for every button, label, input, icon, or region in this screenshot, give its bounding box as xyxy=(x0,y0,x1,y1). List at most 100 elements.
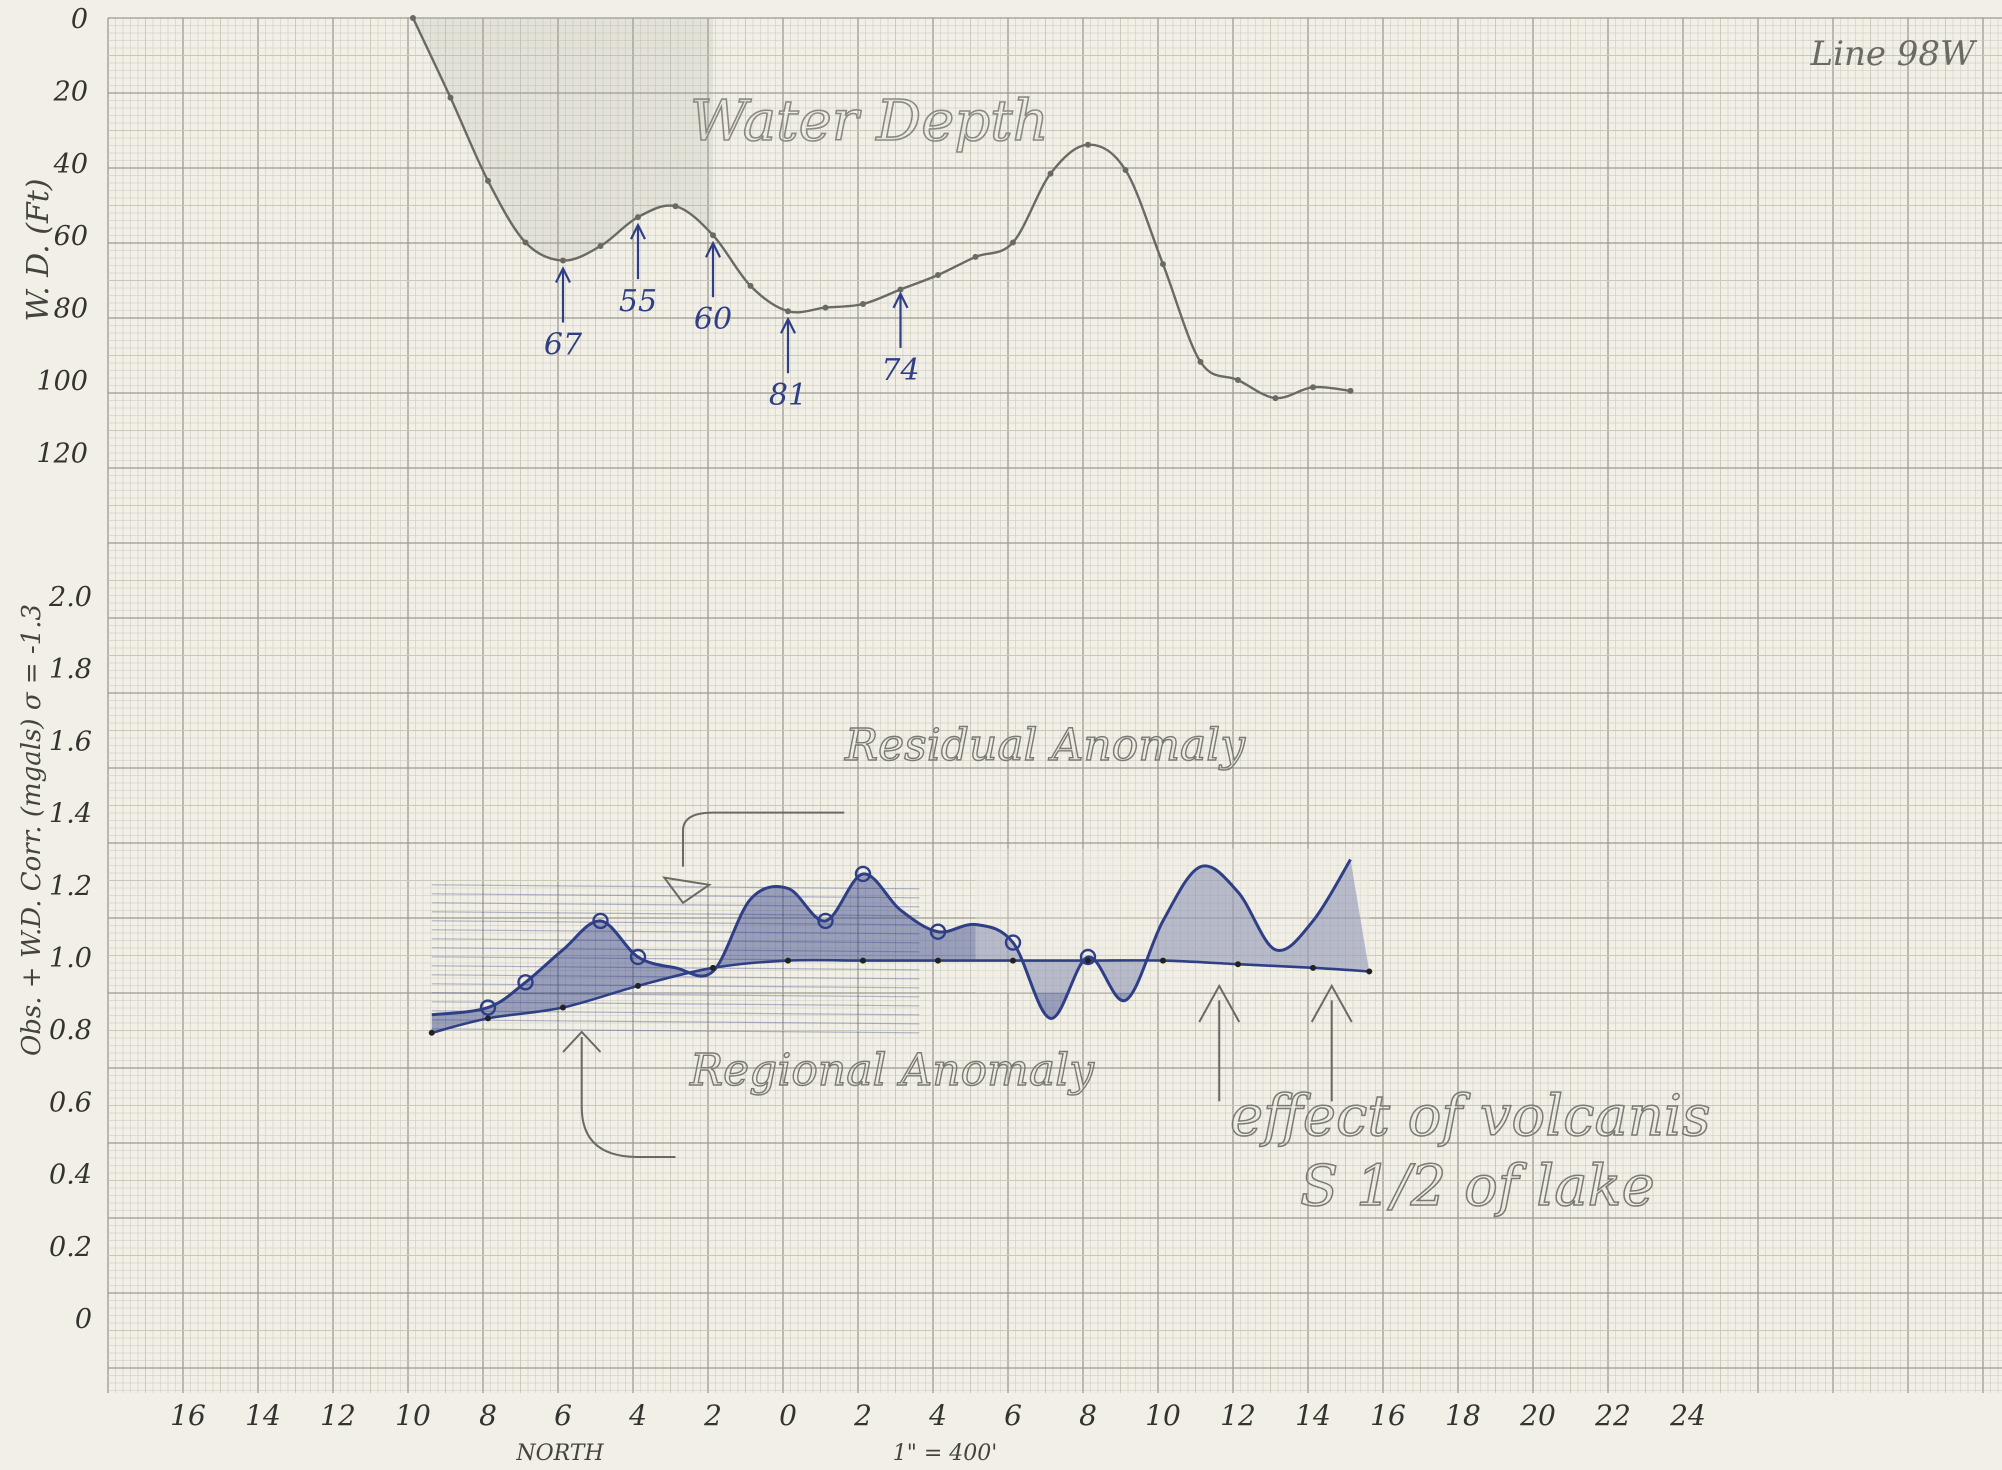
residual-station-point xyxy=(517,974,534,991)
volcanics-pointer-head xyxy=(1198,983,1241,1023)
gravity-ytick-label: 0 xyxy=(75,1304,92,1335)
water-depth-point xyxy=(935,272,941,279)
hatch-line xyxy=(431,1028,920,1034)
graph-paper-grid xyxy=(107,17,2002,1393)
regional-point xyxy=(560,1004,566,1011)
x-tick-label: 16 xyxy=(1370,1399,1406,1432)
wd-axis-label: W. D. (Ft) xyxy=(21,179,56,322)
regional-point xyxy=(710,964,716,971)
residual-station-point xyxy=(817,912,834,930)
x-tick-label: 8 xyxy=(479,1399,497,1432)
residual-station-point xyxy=(592,912,609,930)
depth-value-label: 60 xyxy=(694,302,732,337)
x-tick-label: 24 xyxy=(1669,1399,1706,1432)
north-label: NORTH xyxy=(515,1441,604,1466)
hatch-line xyxy=(431,1019,920,1025)
x-tick-label: 6 xyxy=(554,1399,572,1432)
water-depth-point xyxy=(635,214,641,221)
sheet-label: Line 98W xyxy=(1810,34,1979,74)
hatch-line xyxy=(431,893,920,899)
residual-pointer xyxy=(682,811,845,867)
regional-point xyxy=(428,1029,435,1036)
residual-station-point xyxy=(479,999,497,1016)
regional-anomaly-label: Regional Anomaly xyxy=(689,1045,1095,1096)
water-depth-point xyxy=(447,94,454,101)
x-tick-label: 4 xyxy=(628,1399,647,1432)
regional-point xyxy=(485,1015,491,1022)
wd-ytick-label: 0 xyxy=(71,4,88,35)
gravity-ytick-label: 2.0 xyxy=(48,582,92,613)
water-depth-point xyxy=(485,177,491,184)
gravity-ytick-label: 0.4 xyxy=(49,1160,92,1191)
regional-pointer-head xyxy=(562,1030,602,1053)
water-depth-point xyxy=(860,300,866,307)
volcanics-note-line2: S 1/2 of lake xyxy=(1300,1154,1655,1219)
wd-ytick-label: 80 xyxy=(54,294,88,325)
x-tick-label: 2 xyxy=(853,1399,872,1432)
water-depth-point xyxy=(1122,167,1129,174)
chart-marks: 67 55 60 81 74 xyxy=(410,15,1373,1158)
water-depth-point xyxy=(1047,170,1054,177)
residual-station-point xyxy=(929,923,947,940)
regional-point xyxy=(860,957,866,964)
hatch-line xyxy=(431,884,920,890)
residual-station-point xyxy=(1079,948,1097,966)
water-depth-point xyxy=(1160,261,1166,268)
depth-value-label: 55 xyxy=(619,284,657,319)
x-tick-label: 0 xyxy=(779,1399,797,1432)
x-tick-label: 16 xyxy=(170,1399,206,1432)
x-tick-label: 12 xyxy=(1220,1399,1256,1432)
x-tick-label: 6 xyxy=(1004,1399,1022,1432)
gravity-axis-label: Obs. + W.D. Corr. (mgals) σ = -1.3 xyxy=(17,604,47,1056)
water-depth-title: Water Depth xyxy=(690,89,1049,154)
x-tick-label: 2 xyxy=(703,1399,722,1432)
wd-ytick-label: 20 xyxy=(53,76,88,107)
residual-pointer-head xyxy=(661,876,712,905)
wd-ytick-label: 40 xyxy=(53,149,88,180)
gravity-ytick-label: 0.6 xyxy=(49,1087,92,1118)
hatch-line xyxy=(431,938,920,944)
water-depth-point xyxy=(1235,377,1241,383)
water-depth-point xyxy=(1197,358,1204,365)
residual-station-point xyxy=(629,948,647,966)
water-depth-shading xyxy=(413,18,713,261)
depth-arrow-head xyxy=(630,222,646,240)
hatch-line xyxy=(431,983,920,989)
depth-value-label: 67 xyxy=(544,328,583,363)
regional-anomaly-line xyxy=(431,958,1370,1035)
volcanics-pointer-head xyxy=(1310,983,1353,1023)
gravity-ytick-label: 1.0 xyxy=(49,943,92,974)
depth-arrow-head xyxy=(555,266,571,284)
water-depth-point xyxy=(1010,239,1016,246)
water-depth-point xyxy=(597,243,604,250)
wd-ytick-label: 120 xyxy=(36,438,88,469)
pencil-shade-mask xyxy=(975,848,1370,994)
water-depth-point xyxy=(410,15,416,21)
gravity-ytick-label: 1.8 xyxy=(49,654,92,685)
water-depth-point xyxy=(672,203,679,210)
hatch-line xyxy=(431,920,920,926)
x-tick-label: 8 xyxy=(1079,1399,1097,1432)
water-depth-point xyxy=(1310,384,1316,391)
wd-ytick-label: 100 xyxy=(36,366,88,397)
water-depth-point xyxy=(560,257,566,264)
regional-point xyxy=(1235,961,1241,968)
depth-arrow-head xyxy=(705,240,721,258)
volcanics-note-line1: effect of volcanis xyxy=(1230,1084,1711,1149)
hatch-line xyxy=(431,1001,920,1007)
water-depth-point xyxy=(897,286,904,293)
gravity-ytick-label: 1.6 xyxy=(49,726,92,757)
x-tick-label: 10 xyxy=(1145,1399,1181,1432)
wd-ytick-label: 60 xyxy=(54,221,88,252)
x-tick-label: 14 xyxy=(245,1399,281,1432)
regional-point xyxy=(1310,964,1316,971)
hatch-line xyxy=(431,929,920,935)
chart-text: Line 98W Water Depth W. D. (Ft) Obs. + W… xyxy=(17,4,1978,1466)
x-tick-label: 22 xyxy=(1594,1399,1631,1432)
water-depth-point xyxy=(1272,395,1279,402)
regional-pointer xyxy=(580,1037,676,1158)
regional-point xyxy=(1010,957,1016,964)
residual-shading xyxy=(431,859,1370,1033)
regional-point xyxy=(635,982,641,989)
